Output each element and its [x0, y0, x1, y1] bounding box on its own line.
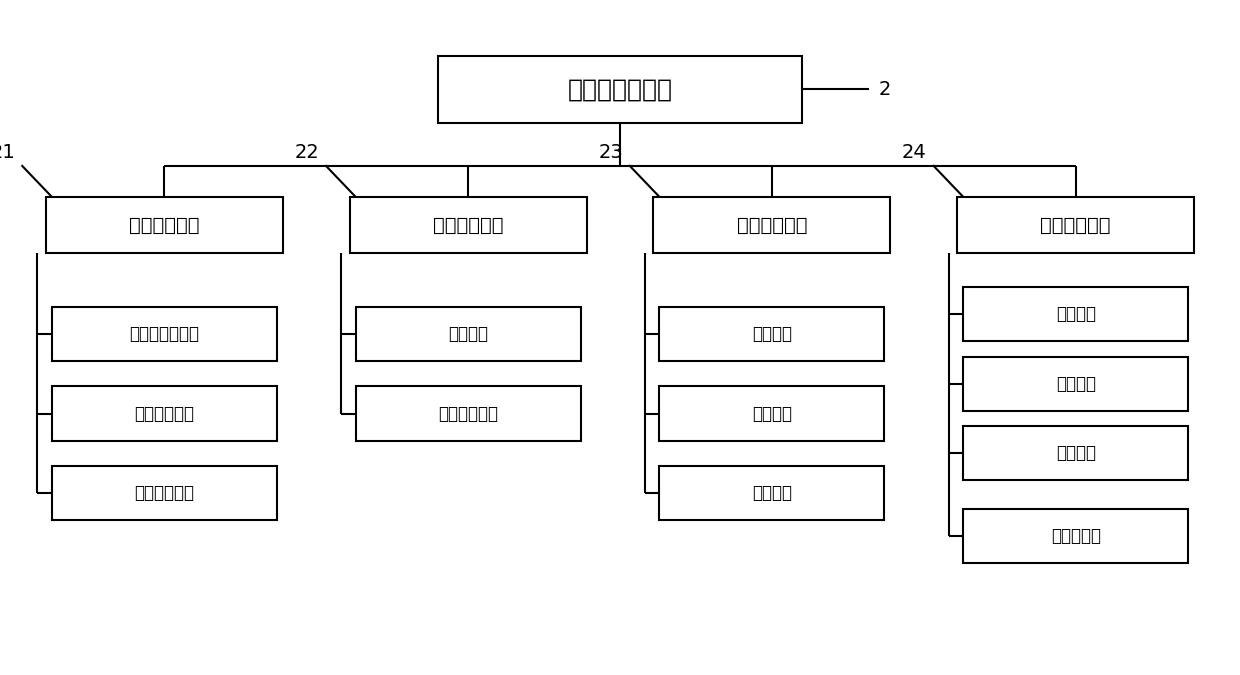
- Bar: [653, 197, 890, 253]
- Bar: [438, 57, 802, 123]
- Text: 数据浏览: 数据浏览: [751, 325, 792, 343]
- Bar: [52, 466, 277, 520]
- Text: 报警与停机: 报警与停机: [1050, 527, 1101, 545]
- Text: 24: 24: [901, 143, 926, 162]
- Text: 报表输出: 报表输出: [751, 484, 792, 502]
- Text: 数据传输: 数据传输: [1055, 305, 1096, 323]
- Text: 数据处理模块: 数据处理模块: [737, 215, 807, 234]
- Bar: [660, 307, 884, 361]
- Bar: [356, 307, 580, 361]
- Bar: [52, 307, 277, 361]
- Text: 参数设置: 参数设置: [448, 325, 489, 343]
- Text: 系统设置模块: 系统设置模块: [433, 215, 503, 234]
- Bar: [963, 356, 1188, 411]
- Bar: [660, 387, 884, 441]
- Text: 增添、删减用户: 增添、删减用户: [129, 325, 200, 343]
- Bar: [660, 466, 884, 520]
- Text: 曲线绘制: 曲线绘制: [751, 404, 792, 423]
- Bar: [963, 509, 1188, 563]
- Text: 上位机监控系统: 上位机监控系统: [568, 78, 672, 101]
- Text: 实时测控模块: 实时测控模块: [1040, 215, 1111, 234]
- Bar: [52, 387, 277, 441]
- Bar: [963, 426, 1188, 481]
- Text: 用户管理模块: 用户管理模块: [129, 215, 200, 234]
- Text: 2: 2: [879, 80, 892, 99]
- Bar: [963, 288, 1188, 342]
- Text: 22: 22: [294, 143, 319, 162]
- Text: 21: 21: [0, 143, 15, 162]
- Bar: [356, 387, 580, 441]
- Bar: [957, 197, 1194, 253]
- Text: 通讯地址设置: 通讯地址设置: [438, 404, 498, 423]
- Text: 23: 23: [598, 143, 622, 162]
- Bar: [46, 197, 283, 253]
- Bar: [350, 197, 587, 253]
- Text: 曲线显示: 曲线显示: [1055, 444, 1096, 462]
- Text: 参数显示: 参数显示: [1055, 375, 1096, 393]
- Text: 设置用户权限: 设置用户权限: [134, 484, 195, 502]
- Text: 修改用户信息: 修改用户信息: [134, 404, 195, 423]
